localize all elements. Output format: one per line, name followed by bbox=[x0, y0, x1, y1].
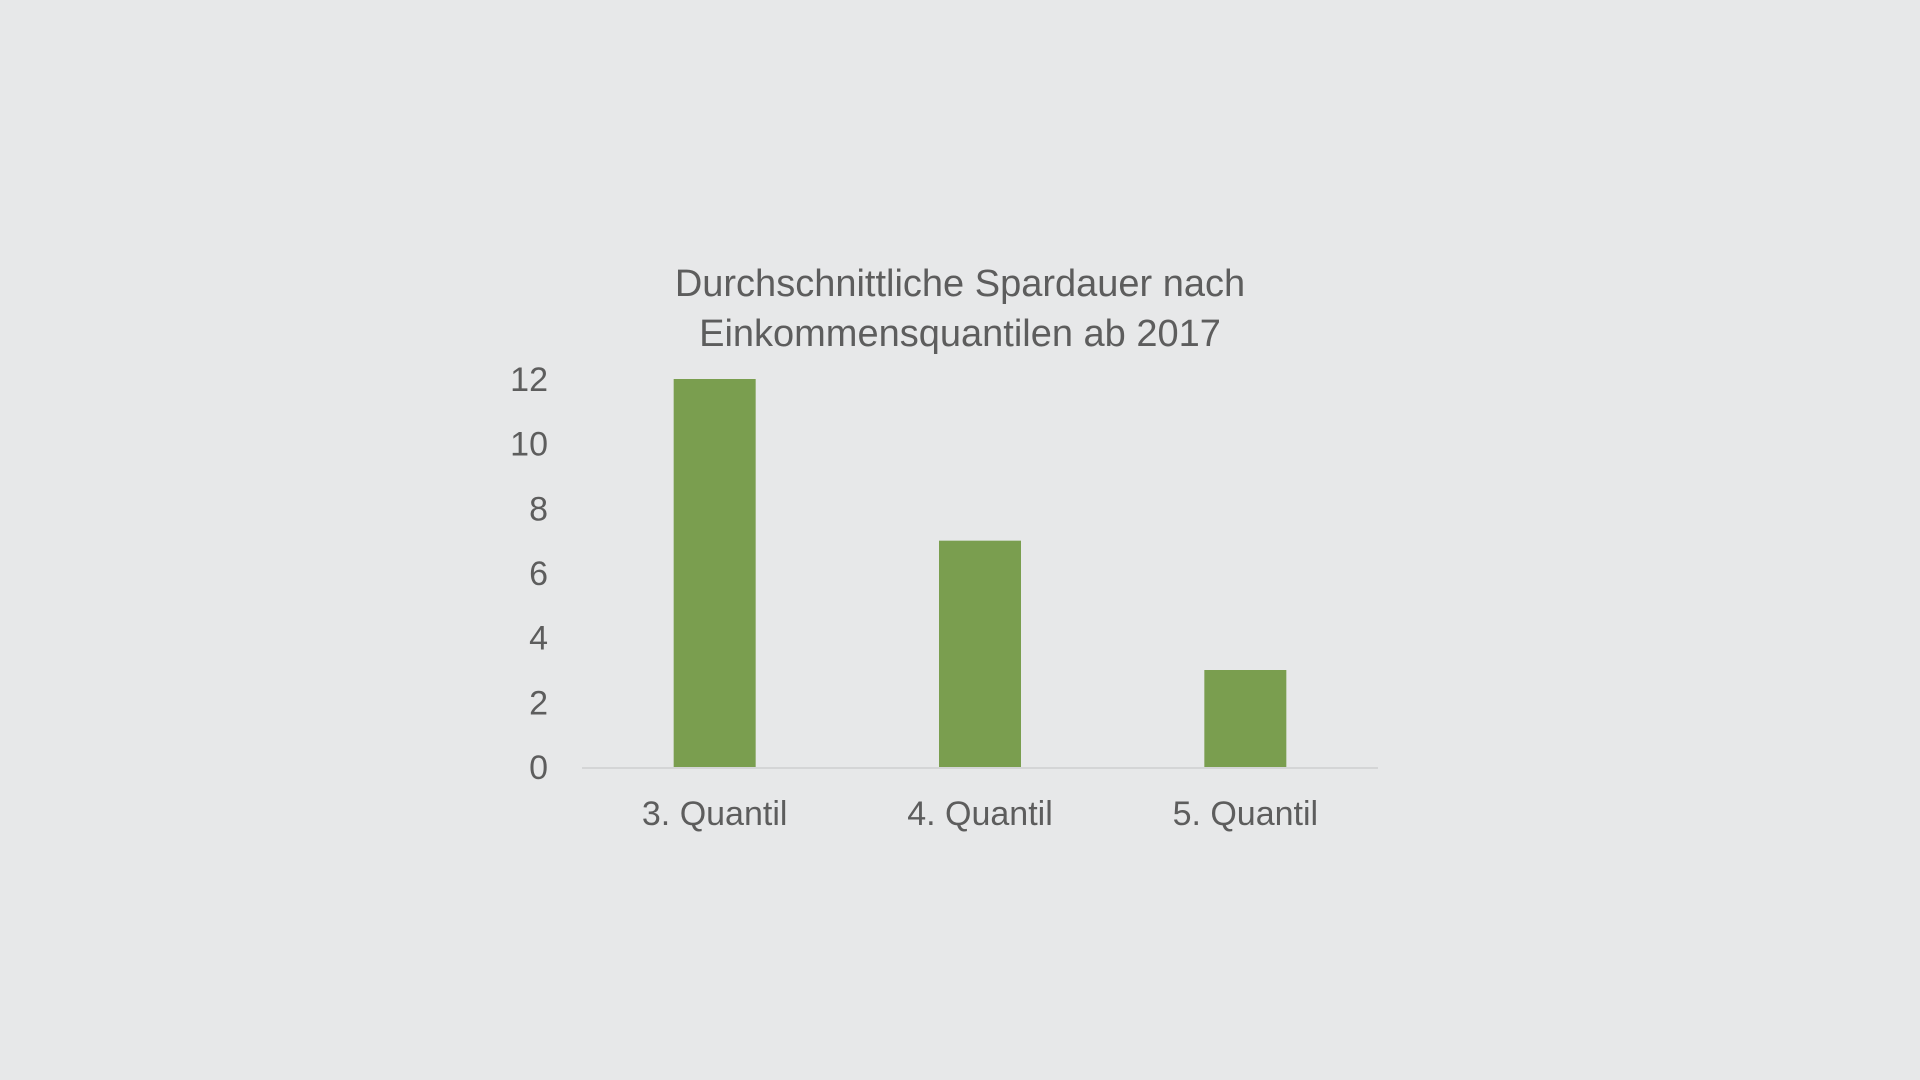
y-tick-label: 12 bbox=[510, 361, 548, 399]
y-tick-label: 8 bbox=[529, 490, 548, 528]
y-tick-label: 0 bbox=[529, 749, 548, 787]
bar bbox=[939, 540, 1021, 767]
chart-title: Durchschnittliche Spardauer nach Einkomm… bbox=[675, 263, 1245, 355]
x-category-label: 5. Quantil bbox=[1173, 795, 1319, 833]
bar bbox=[1204, 670, 1287, 767]
y-tick-label: 4 bbox=[529, 620, 548, 658]
chart-title-line-1: Durchschnittliche Spardauer nach bbox=[675, 263, 1245, 305]
x-category-label: 3. Quantil bbox=[642, 795, 788, 833]
y-axis-ticks: 0 2 4 6 8 10 12 bbox=[510, 361, 548, 787]
y-tick-label: 2 bbox=[529, 684, 548, 722]
chart-title-line-2: Einkommensquantilen ab 2017 bbox=[699, 313, 1221, 355]
y-tick-label: 10 bbox=[510, 426, 548, 464]
y-tick-label: 6 bbox=[529, 555, 548, 593]
x-category-label: 4. Quantil bbox=[907, 795, 1053, 833]
x-axis-categories: 3. Quantil 4. Quantil 5. Quantil bbox=[642, 795, 1318, 833]
bar bbox=[673, 379, 756, 767]
bars bbox=[673, 379, 1287, 767]
